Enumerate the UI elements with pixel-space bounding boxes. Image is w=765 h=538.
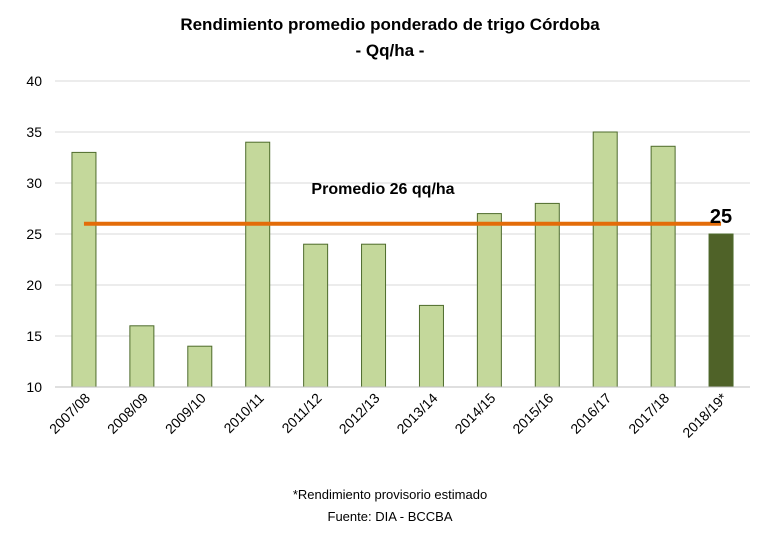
bar-2011/12	[303, 243, 329, 388]
x-tick-label: 2011/12	[278, 390, 325, 437]
bar-2008/09	[129, 325, 155, 388]
y-tick-label: 35	[26, 124, 42, 140]
bars	[71, 131, 734, 388]
bar-2015/16	[534, 202, 560, 388]
bar-2014/15	[476, 213, 502, 388]
y-tick-label: 10	[26, 379, 42, 395]
x-tick-label: 2014/15	[451, 390, 498, 437]
bar-2007/08	[71, 151, 97, 388]
bar-2009/10	[187, 345, 213, 388]
x-tick-label: 2007/08	[46, 390, 93, 437]
bar-2017/18	[650, 145, 676, 388]
x-tick-label: 2009/10	[162, 390, 209, 437]
y-tick-label: 40	[26, 73, 42, 89]
bar-2012/13	[361, 243, 387, 388]
bar-2018/19*	[708, 233, 734, 388]
x-tick-label: 2017/18	[625, 390, 672, 437]
footnote: *Rendimiento provisorio estimado	[293, 487, 487, 502]
x-tick-label: 2010/11	[220, 390, 267, 437]
grid-lines	[55, 80, 750, 337]
last-bar-data-label: 25	[710, 206, 732, 228]
y-tick-label: 20	[26, 277, 42, 293]
x-tick-label: 2008/09	[104, 390, 151, 437]
bar-2010/11	[245, 141, 271, 388]
y-tick-label: 15	[26, 328, 42, 344]
x-axis-ticks: 2007/08 2008/09 2009/10 2010/11 2011/12 2012/…	[46, 389, 731, 440]
x-tick-label: 2015/16	[509, 390, 556, 437]
x-tick-label: 2016/17	[567, 390, 614, 437]
x-tick-label: 2018/19*	[679, 389, 730, 440]
bar-2016/17	[592, 131, 618, 388]
bar-2013/14	[418, 304, 444, 388]
chart-subtitle: - Qq/ha -	[356, 41, 425, 60]
x-tick-label: 2013/14	[393, 390, 440, 437]
y-axis-ticks: 10 15 20 25 30 35 40	[26, 73, 42, 395]
source-note: Fuente: DIA - BCCBA	[328, 509, 453, 524]
y-tick-label: 25	[26, 226, 42, 242]
chart-title: Rendimiento promedio ponderado de trigo …	[180, 15, 600, 34]
y-tick-label: 30	[26, 175, 42, 191]
average-label: Promedio 26 qq/ha	[311, 181, 454, 198]
x-tick-label: 2012/13	[336, 390, 383, 437]
